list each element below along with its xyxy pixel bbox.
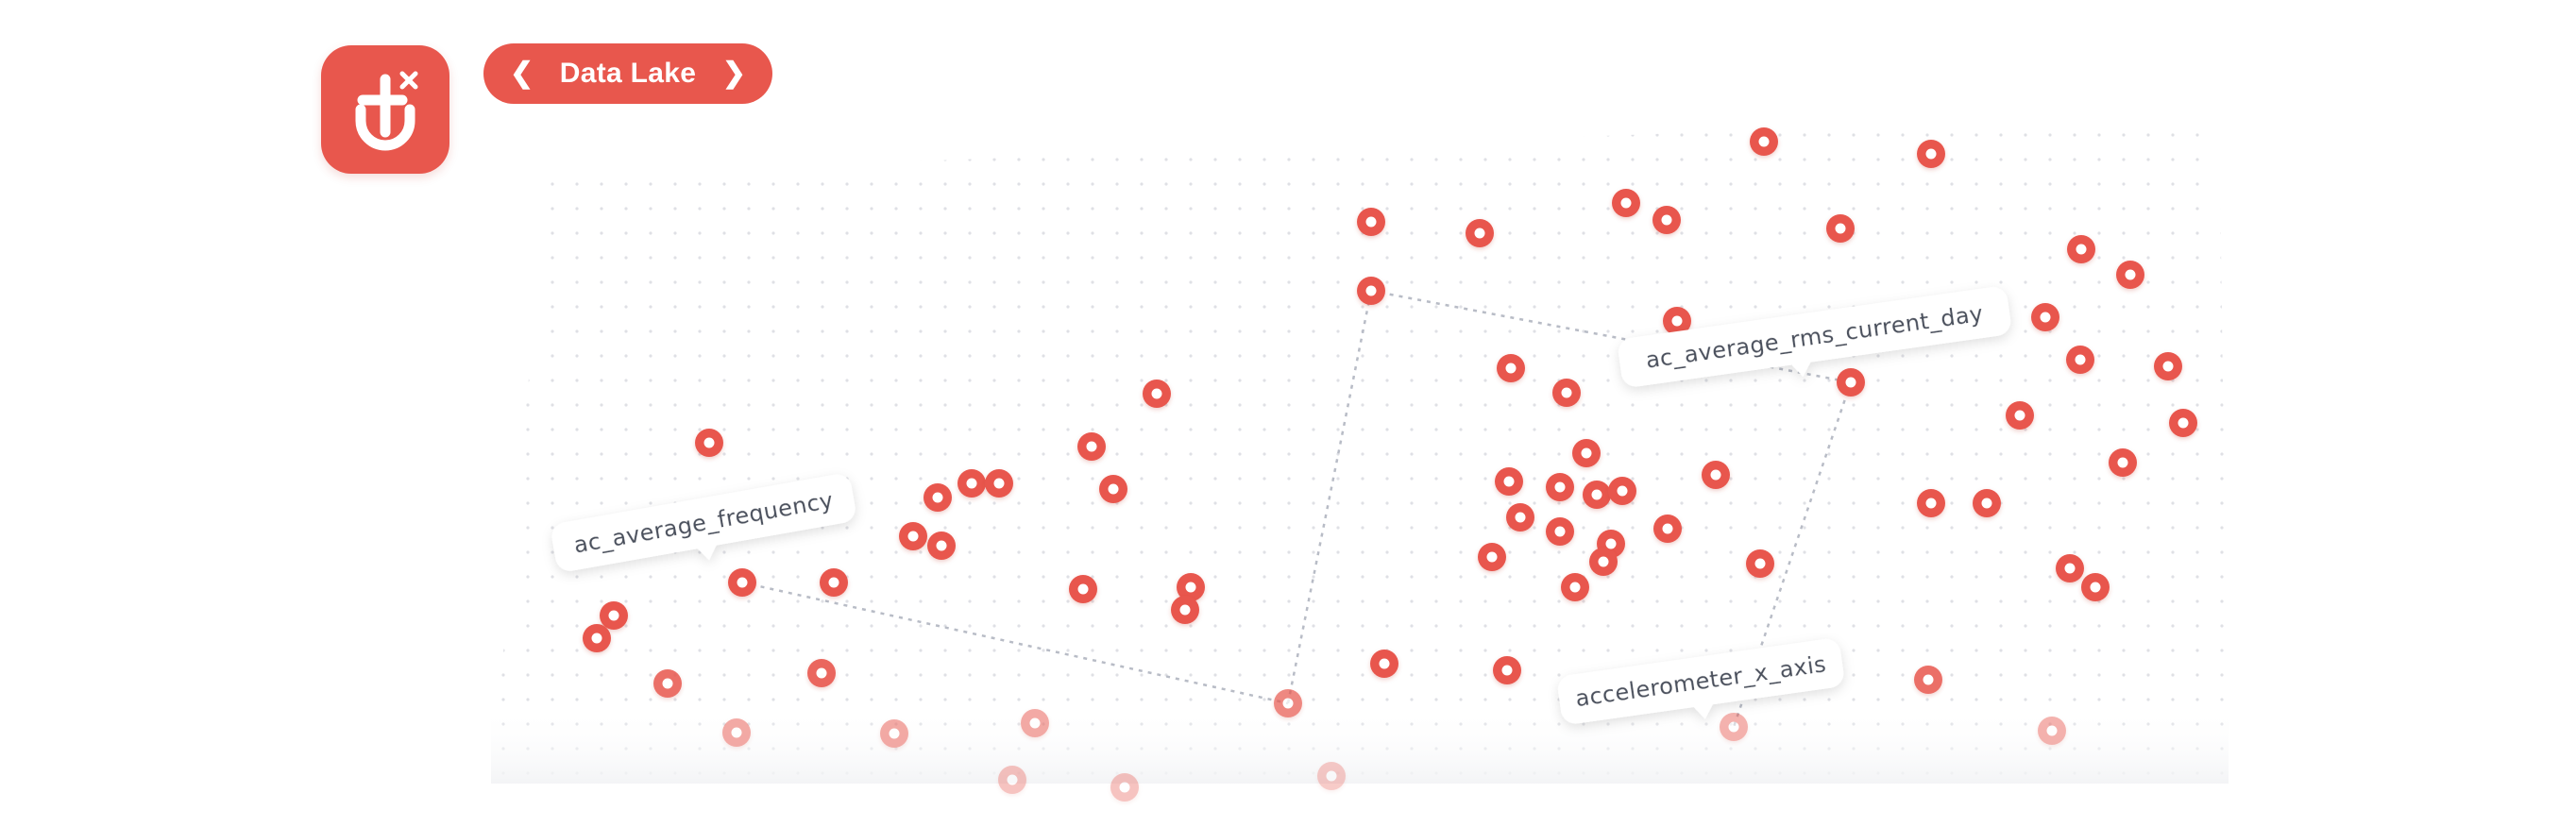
plug-connector-icon xyxy=(355,71,418,151)
data-node-icon[interactable] xyxy=(1917,489,1945,517)
data-node-icon[interactable] xyxy=(1746,549,1774,578)
data-node-icon[interactable] xyxy=(2031,303,2059,331)
dot-grid-background xyxy=(491,113,2229,784)
data-node-icon[interactable] xyxy=(1583,481,1611,509)
data-node-icon[interactable] xyxy=(1357,277,1385,305)
breadcrumb-label: Data Lake xyxy=(559,58,697,89)
data-node-icon[interactable] xyxy=(1572,439,1601,467)
data-node-icon[interactable] xyxy=(998,766,1026,794)
data-node-icon[interactable] xyxy=(1702,461,1730,489)
data-node-icon[interactable] xyxy=(1663,307,1691,335)
data-node-icon[interactable] xyxy=(1973,489,2001,517)
chevron-right-icon[interactable]: ❯ xyxy=(721,58,746,89)
data-node-icon[interactable] xyxy=(1466,219,1494,247)
data-node-icon[interactable] xyxy=(1274,689,1302,717)
data-node-icon[interactable] xyxy=(1069,575,1097,603)
data-node-icon[interactable] xyxy=(2109,448,2137,477)
data-node-icon[interactable] xyxy=(1110,773,1139,802)
data-node-icon[interactable] xyxy=(1177,573,1205,601)
data-node-icon[interactable] xyxy=(899,522,927,550)
data-node-icon[interactable] xyxy=(1720,713,1748,741)
data-node-icon[interactable] xyxy=(1652,206,1681,234)
data-node-icon[interactable] xyxy=(1357,208,1385,236)
data-node-icon[interactable] xyxy=(728,568,756,597)
data-node-icon[interactable] xyxy=(2067,235,2095,263)
data-node-icon[interactable] xyxy=(2056,554,2084,582)
data-nodes xyxy=(583,127,2197,802)
data-node-icon[interactable] xyxy=(695,429,723,457)
data-node-icon[interactable] xyxy=(1608,477,1636,505)
data-node-icon[interactable] xyxy=(2038,717,2066,745)
data-node-icon[interactable] xyxy=(2169,409,2197,437)
data-node-icon[interactable] xyxy=(807,659,836,687)
data-node-icon[interactable] xyxy=(924,483,952,512)
data-node-icon[interactable] xyxy=(820,568,848,597)
chevron-left-icon[interactable]: ❮ xyxy=(510,58,534,89)
data-node-icon[interactable] xyxy=(1612,189,1640,217)
app-logo[interactable] xyxy=(321,45,449,174)
data-node-icon[interactable] xyxy=(1546,473,1574,501)
data-node-icon[interactable] xyxy=(600,601,628,630)
data-node-icon[interactable] xyxy=(1099,475,1127,503)
data-node-icon[interactable] xyxy=(1370,650,1398,678)
breadcrumb: ❮ Data Lake ❯ xyxy=(483,43,772,104)
data-node-icon[interactable] xyxy=(2116,261,2144,289)
data-node-icon[interactable] xyxy=(583,624,611,652)
data-node-icon[interactable] xyxy=(2066,346,2094,374)
data-node-icon[interactable] xyxy=(1552,379,1581,407)
data-node-icon[interactable] xyxy=(722,718,751,747)
data-node-icon[interactable] xyxy=(1589,548,1618,576)
data-node-icon[interactable] xyxy=(1546,517,1574,546)
data-node-icon[interactable] xyxy=(1826,214,1855,243)
data-node-icon[interactable] xyxy=(1914,666,1942,694)
data-node-icon[interactable] xyxy=(1021,709,1049,737)
data-node-icon[interactable] xyxy=(958,469,986,498)
data-node-icon[interactable] xyxy=(1497,354,1525,382)
data-node-icon[interactable] xyxy=(1917,140,1945,168)
data-node-icon[interactable] xyxy=(1478,543,1506,571)
data-node-icon[interactable] xyxy=(1750,127,1778,156)
data-node-icon[interactable] xyxy=(1077,432,1106,461)
data-node-icon[interactable] xyxy=(2006,401,2034,430)
data-node-icon[interactable] xyxy=(1561,573,1589,601)
data-node-icon[interactable] xyxy=(1317,762,1346,790)
data-node-icon[interactable] xyxy=(1506,503,1534,532)
data-node-icon[interactable] xyxy=(2154,352,2182,380)
label-ac-average-frequency[interactable]: ac_average_frequency xyxy=(550,472,860,586)
data-node-icon[interactable] xyxy=(1653,515,1682,543)
data-node-icon[interactable] xyxy=(653,669,682,698)
data-node-icon[interactable] xyxy=(1495,467,1523,496)
data-node-icon[interactable] xyxy=(880,719,908,748)
data-node-icon[interactable] xyxy=(1143,380,1171,408)
data-node-icon[interactable] xyxy=(1171,596,1199,624)
data-node-icon[interactable] xyxy=(927,532,956,560)
data-node-icon[interactable] xyxy=(2081,573,2110,601)
data-node-icon[interactable] xyxy=(985,469,1013,498)
data-node-icon[interactable] xyxy=(1493,656,1521,684)
data-node-icon[interactable] xyxy=(1837,368,1865,397)
